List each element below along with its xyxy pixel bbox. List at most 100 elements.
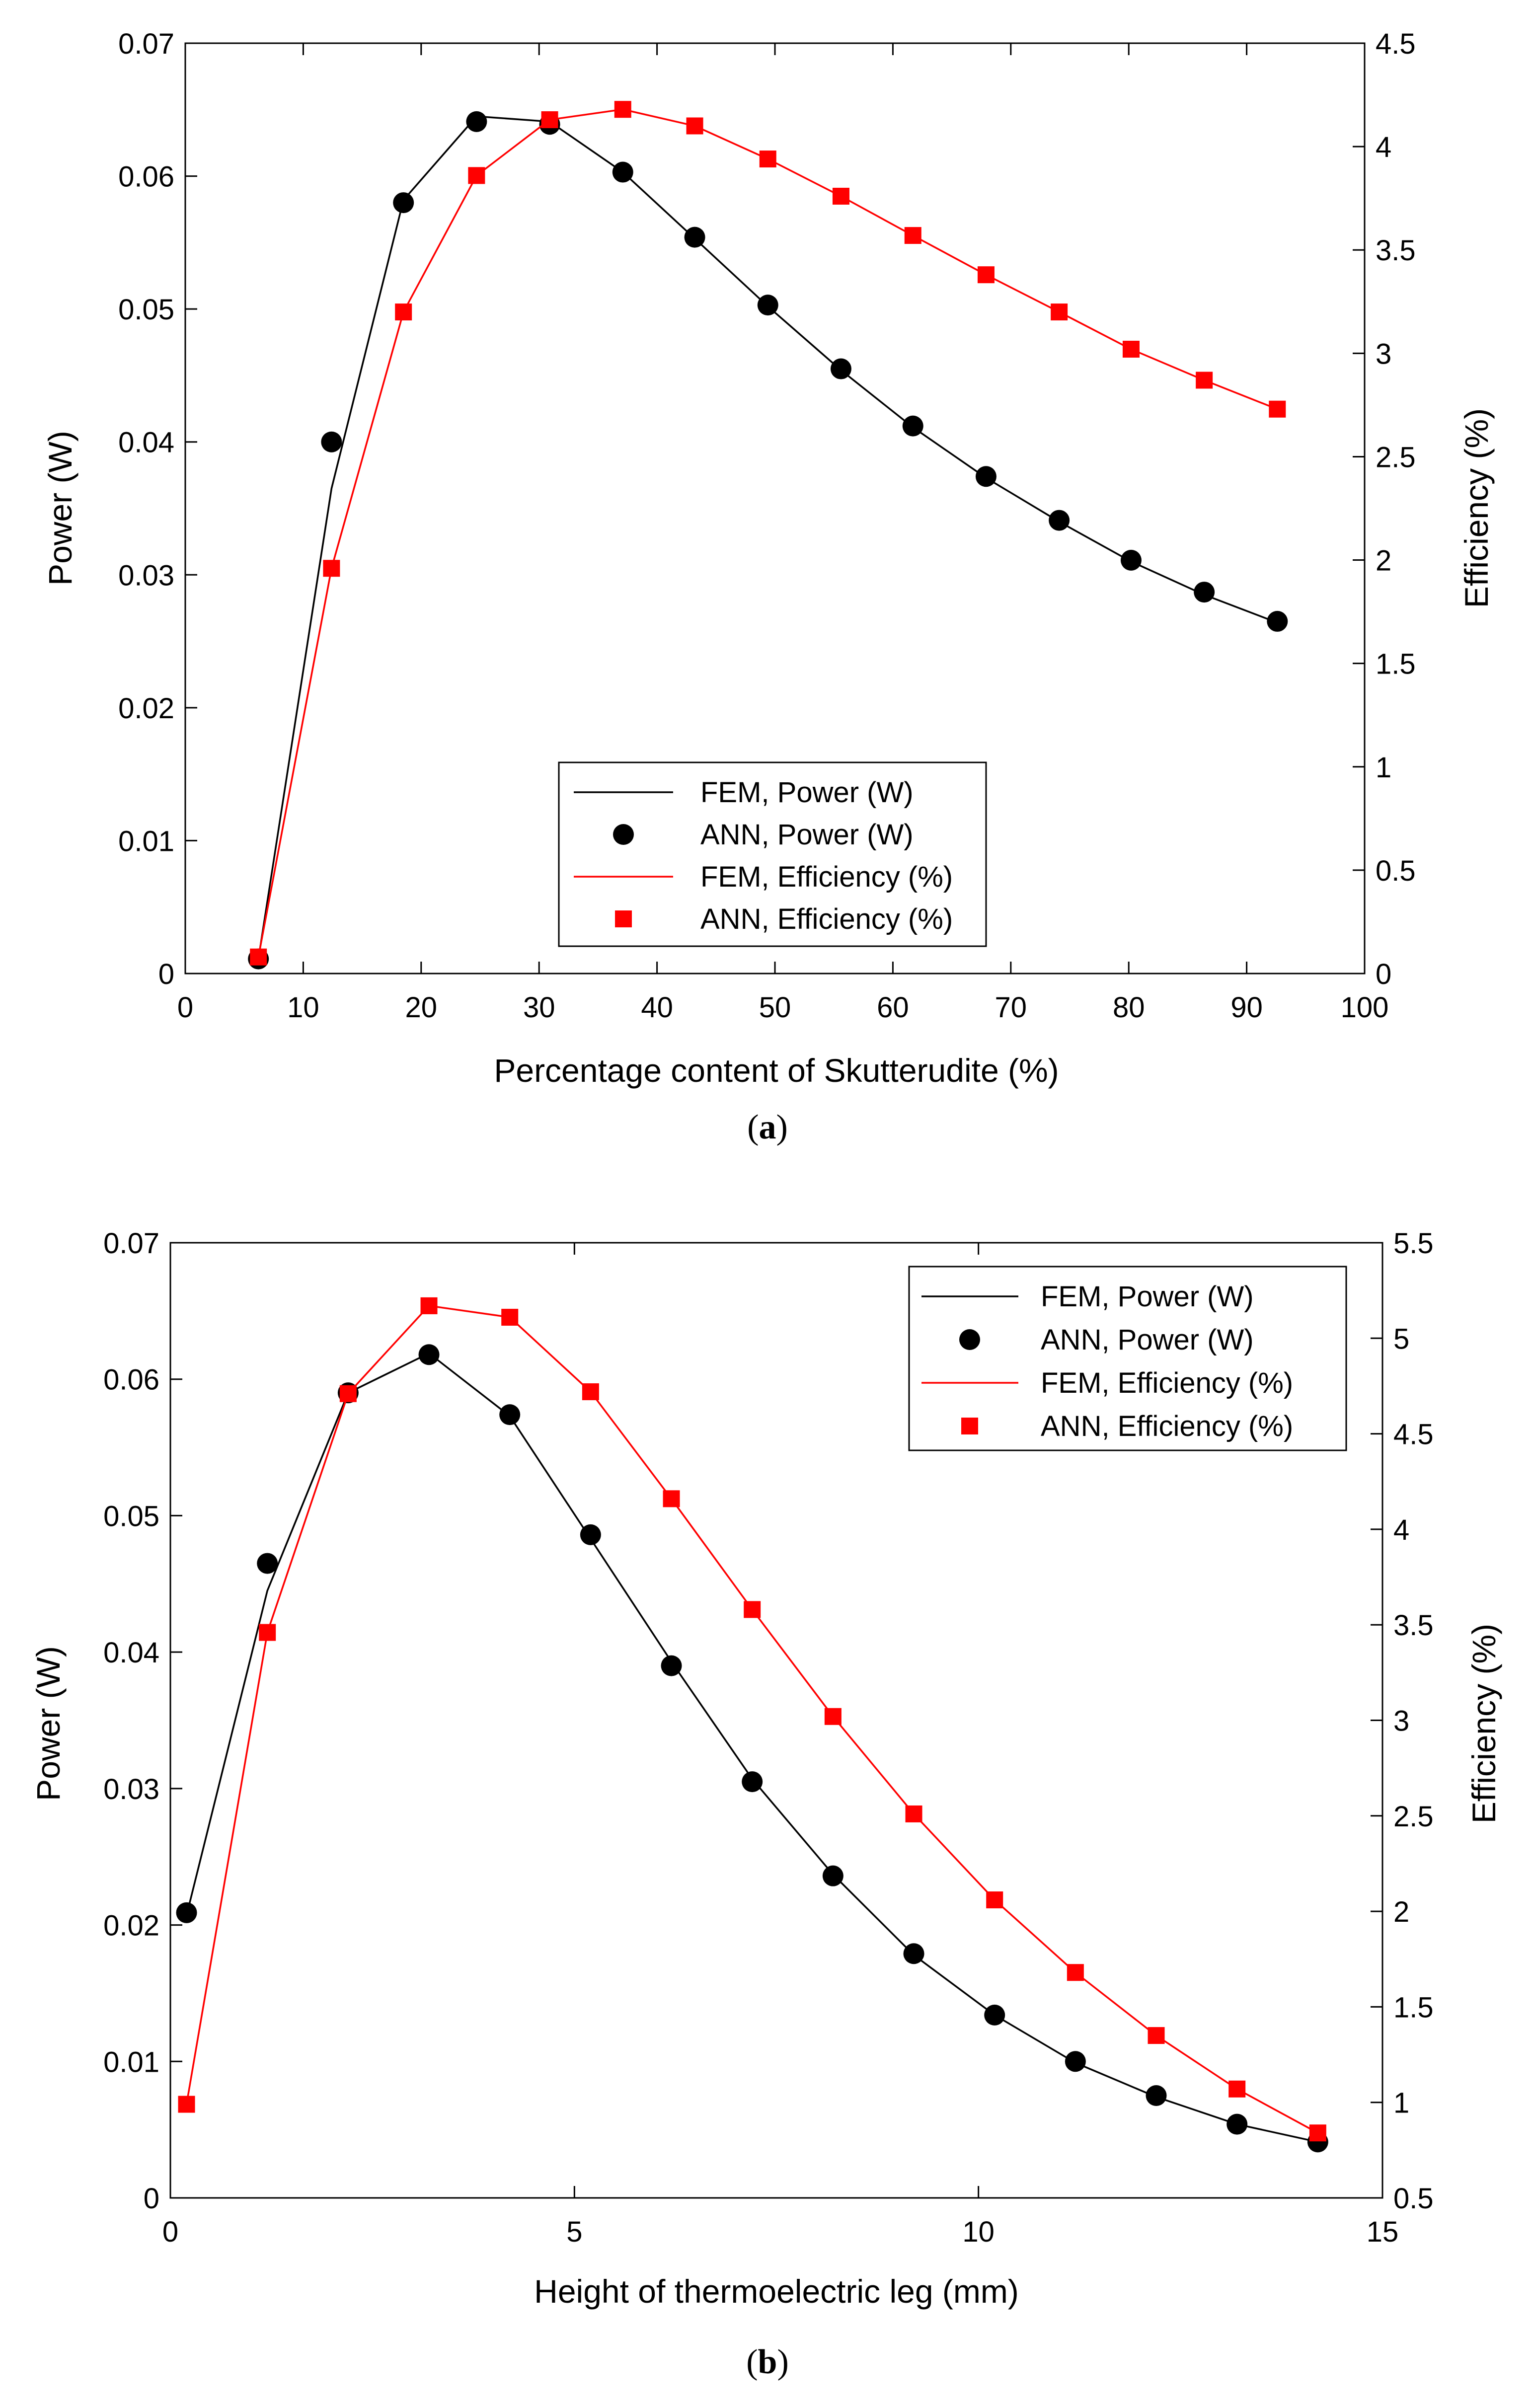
panel-b-series-ann-power-w-point: [742, 1771, 763, 1793]
panel-b-right-y-tick-label: 1.5: [1393, 1991, 1434, 2024]
panel-a-left-y-tick-label: 0.01: [118, 825, 174, 857]
panel-a-series-ann-efficiency-point: [468, 167, 485, 184]
panel-a-legend-swatch-2: [613, 824, 634, 845]
panel-b-series-ann-efficiency-point: [501, 1308, 519, 1326]
panel-a-series-ann-efficiency-point: [977, 266, 995, 284]
panel-b-right-y-tick-label: 2: [1393, 1896, 1409, 1928]
panel-b-series-ann-efficiency-point: [744, 1601, 761, 1618]
panel-a-right-y-tick-label: 3.5: [1376, 234, 1416, 267]
panel-b-right-y-tick-label: 2.5: [1393, 1801, 1434, 1833]
panel-b-series-ann-power-w-point: [418, 1344, 440, 1365]
panel-a-x-tick-label: 60: [877, 991, 909, 1024]
panel-b-x-tick-label: 5: [566, 2216, 582, 2248]
panel-a-x-tick-label: 50: [759, 991, 791, 1024]
panel-b-series-ann-efficiency-point: [420, 1297, 438, 1314]
panel-b-legend-label-2: ANN, Power (W): [1041, 1324, 1254, 1356]
panel-a-series-ann-power-w-point: [684, 226, 705, 248]
panel-b-left-y-tick-label: 0.03: [103, 1773, 159, 1806]
panel-b-legend-swatch-4: [961, 1418, 978, 1434]
panel-a-legend-label-2: ANN, Power (W): [700, 819, 914, 851]
panel-b-series-ann-efficiency-point: [339, 1385, 357, 1402]
panel-b-series-ann-power-w-point: [1065, 2051, 1086, 2072]
panel-a-left-y-tick-label: 0.06: [118, 161, 174, 193]
panel-b-legend-label-3: FEM, Efficiency (%): [1041, 1367, 1293, 1399]
panel-b-right-y-tick-label: 4.5: [1393, 1419, 1434, 1451]
panel-b-right-y-tick-label: 0.5: [1393, 2182, 1434, 2215]
panel-b-left-y-tick-label: 0.06: [103, 1364, 159, 1396]
panel-a-series-ann-power-w-point: [1049, 510, 1070, 531]
panel-a-right-y-tick-label: 2.5: [1376, 441, 1416, 473]
panel-a-series-ann-power-w-point: [393, 192, 414, 214]
panel-b-series-ann-power-w-point: [1226, 2113, 1248, 2135]
panel-a-series-ann-efficiency-point: [541, 111, 558, 129]
panel-b-series-ann-power-w-point: [903, 1943, 924, 1964]
panel-a-series-ann-power-w-point: [1120, 549, 1142, 571]
panel-a-series-ann-power-w-point: [466, 111, 487, 132]
panel-a-left-y-tick-label: 0.07: [118, 28, 174, 60]
panel-a-x-tick-label: 0: [177, 991, 193, 1024]
panel-a-series-ann-power-w-point: [830, 358, 851, 379]
panel-b-series-ann-efficiency-point: [986, 1891, 1003, 1909]
panel-b-legend-label-1: FEM, Power (W): [1041, 1280, 1254, 1313]
panel-b-right-y-tick-label: 5.5: [1393, 1227, 1434, 1260]
panel-a-left-y-tick-label: 0: [158, 958, 174, 990]
panel-a-right-y-tick-label: 2: [1376, 545, 1391, 577]
panel-a-x-tick-label: 90: [1230, 991, 1263, 1024]
panel-a-right-y-tick-label: 1: [1376, 752, 1391, 784]
panel-b-series-ann-power-w-point: [1146, 2085, 1167, 2106]
panel-b-right-y-axis-title: Efficiency (%): [1465, 1624, 1502, 1823]
panel-a-x-axis-title: Percentage content of Skutterudite (%): [494, 1052, 1059, 1089]
panel-a-series-ann-efficiency-point: [614, 101, 631, 118]
panel-b-x-axis-title: Height of thermoelectric leg (mm): [534, 2273, 1019, 2310]
panel-b-left-y-tick-label: 0: [144, 2182, 159, 2215]
panel-a-left-y-tick-label: 0.02: [118, 692, 174, 725]
panel-b-left-y-tick-label: 0.02: [103, 1910, 159, 1942]
panel-a-series-ann-efficiency-point: [250, 948, 267, 966]
panel-b-series-ann-power-w-point: [822, 1865, 843, 1886]
panel-a-x-tick-label: 100: [1341, 991, 1389, 1024]
panel-a-series-ann-efficiency-point: [1196, 372, 1213, 389]
panel-a-series-ann-efficiency-point: [1122, 341, 1140, 358]
panel-b-x-tick-label: 15: [1367, 2216, 1399, 2248]
panel-a-series-ann-power-w-point: [757, 295, 778, 316]
panel-b-series-ann-efficiency-point: [178, 2096, 195, 2113]
panel-a-series-ann-efficiency-point: [1269, 400, 1286, 418]
panel-b-series-ann-efficiency-point: [259, 1624, 276, 1641]
panel-a-left-y-tick-label: 0.03: [118, 559, 174, 592]
panel-b-left-y-tick-label: 0.01: [103, 2046, 159, 2078]
panel-a-series-ann-power-w-point: [1267, 610, 1288, 632]
panel-b-series-ann-power-w-point: [984, 2004, 1005, 2026]
panel-b-series-ann-power-w-point: [499, 1404, 521, 1426]
panel-b-caption: (b): [746, 2343, 789, 2381]
panel-a-left-y-tick-label: 0.04: [118, 427, 174, 459]
panel-b-series-ann-power-w-point: [661, 1655, 682, 1676]
panel-b-left-y-tick-label: 0.07: [103, 1227, 159, 1260]
panel-b-x-tick-label: 0: [162, 2216, 178, 2248]
panel-a-legend-label-3: FEM, Efficiency (%): [700, 861, 953, 893]
panel-b-series-ann-efficiency-point: [824, 1708, 842, 1725]
panel-a-left-y-tick-label: 0.05: [118, 294, 174, 326]
panel-a-series-ann-power-w-point: [321, 431, 342, 452]
panel-a-series-ann-efficiency-point: [1051, 303, 1068, 321]
panel-a-series-ann-efficiency-point: [395, 303, 412, 321]
panel-b-legend-label-4: ANN, Efficiency (%): [1041, 1410, 1293, 1442]
panel-b-series-ann-efficiency-point: [1148, 2027, 1165, 2044]
panel-a-x-tick-label: 10: [287, 991, 319, 1024]
panel-b-right-y-tick-label: 3: [1393, 1705, 1409, 1737]
panel-b-left-y-axis-title: Power (W): [30, 1646, 67, 1801]
panel-b-series-ann-efficiency-point: [905, 1805, 922, 1822]
chart-panel-a: Percentage content of Skutterudite (%) P…: [42, 28, 1495, 1146]
panel-b-series-ann-power-w-point: [176, 1902, 197, 1923]
panel-a-x-tick-label: 40: [641, 991, 673, 1024]
panel-a-right-y-tick-label: 4.5: [1376, 28, 1416, 60]
panel-b-right-y-tick-label: 5: [1393, 1323, 1409, 1355]
panel-b-series-ann-efficiency-point: [663, 1490, 680, 1507]
panel-a-left-y-axis-title: Power (W): [42, 431, 78, 586]
panel-a-series-ann-efficiency-point: [686, 117, 703, 135]
panel-b-series-ann-efficiency-point: [1309, 2124, 1326, 2142]
panel-b-series-ann-power-w-point: [257, 1553, 278, 1574]
panel-b-right-y-tick-label: 3.5: [1393, 1609, 1434, 1642]
panel-a-series-ann-efficiency-point: [904, 227, 921, 244]
